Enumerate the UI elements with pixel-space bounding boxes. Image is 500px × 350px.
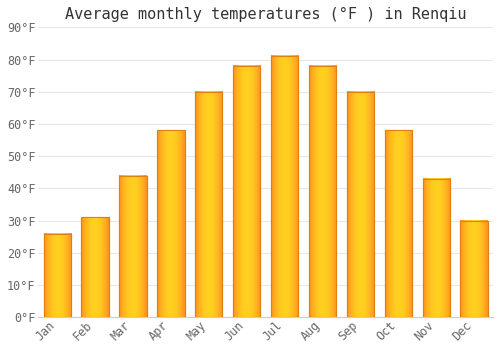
Bar (422, 179, 450, 317)
Bar (271, 56, 298, 317)
Bar (460, 220, 487, 317)
Title: Average monthly temperatures (°F ) in Renqiu: Average monthly temperatures (°F ) in Re… (65, 7, 466, 22)
Bar (195, 92, 222, 317)
Bar (82, 217, 108, 317)
Bar (120, 176, 146, 317)
Bar (157, 131, 184, 317)
Bar (44, 233, 71, 317)
Bar (309, 66, 336, 317)
Bar (384, 131, 412, 317)
Bar (233, 66, 260, 317)
Bar (347, 92, 374, 317)
